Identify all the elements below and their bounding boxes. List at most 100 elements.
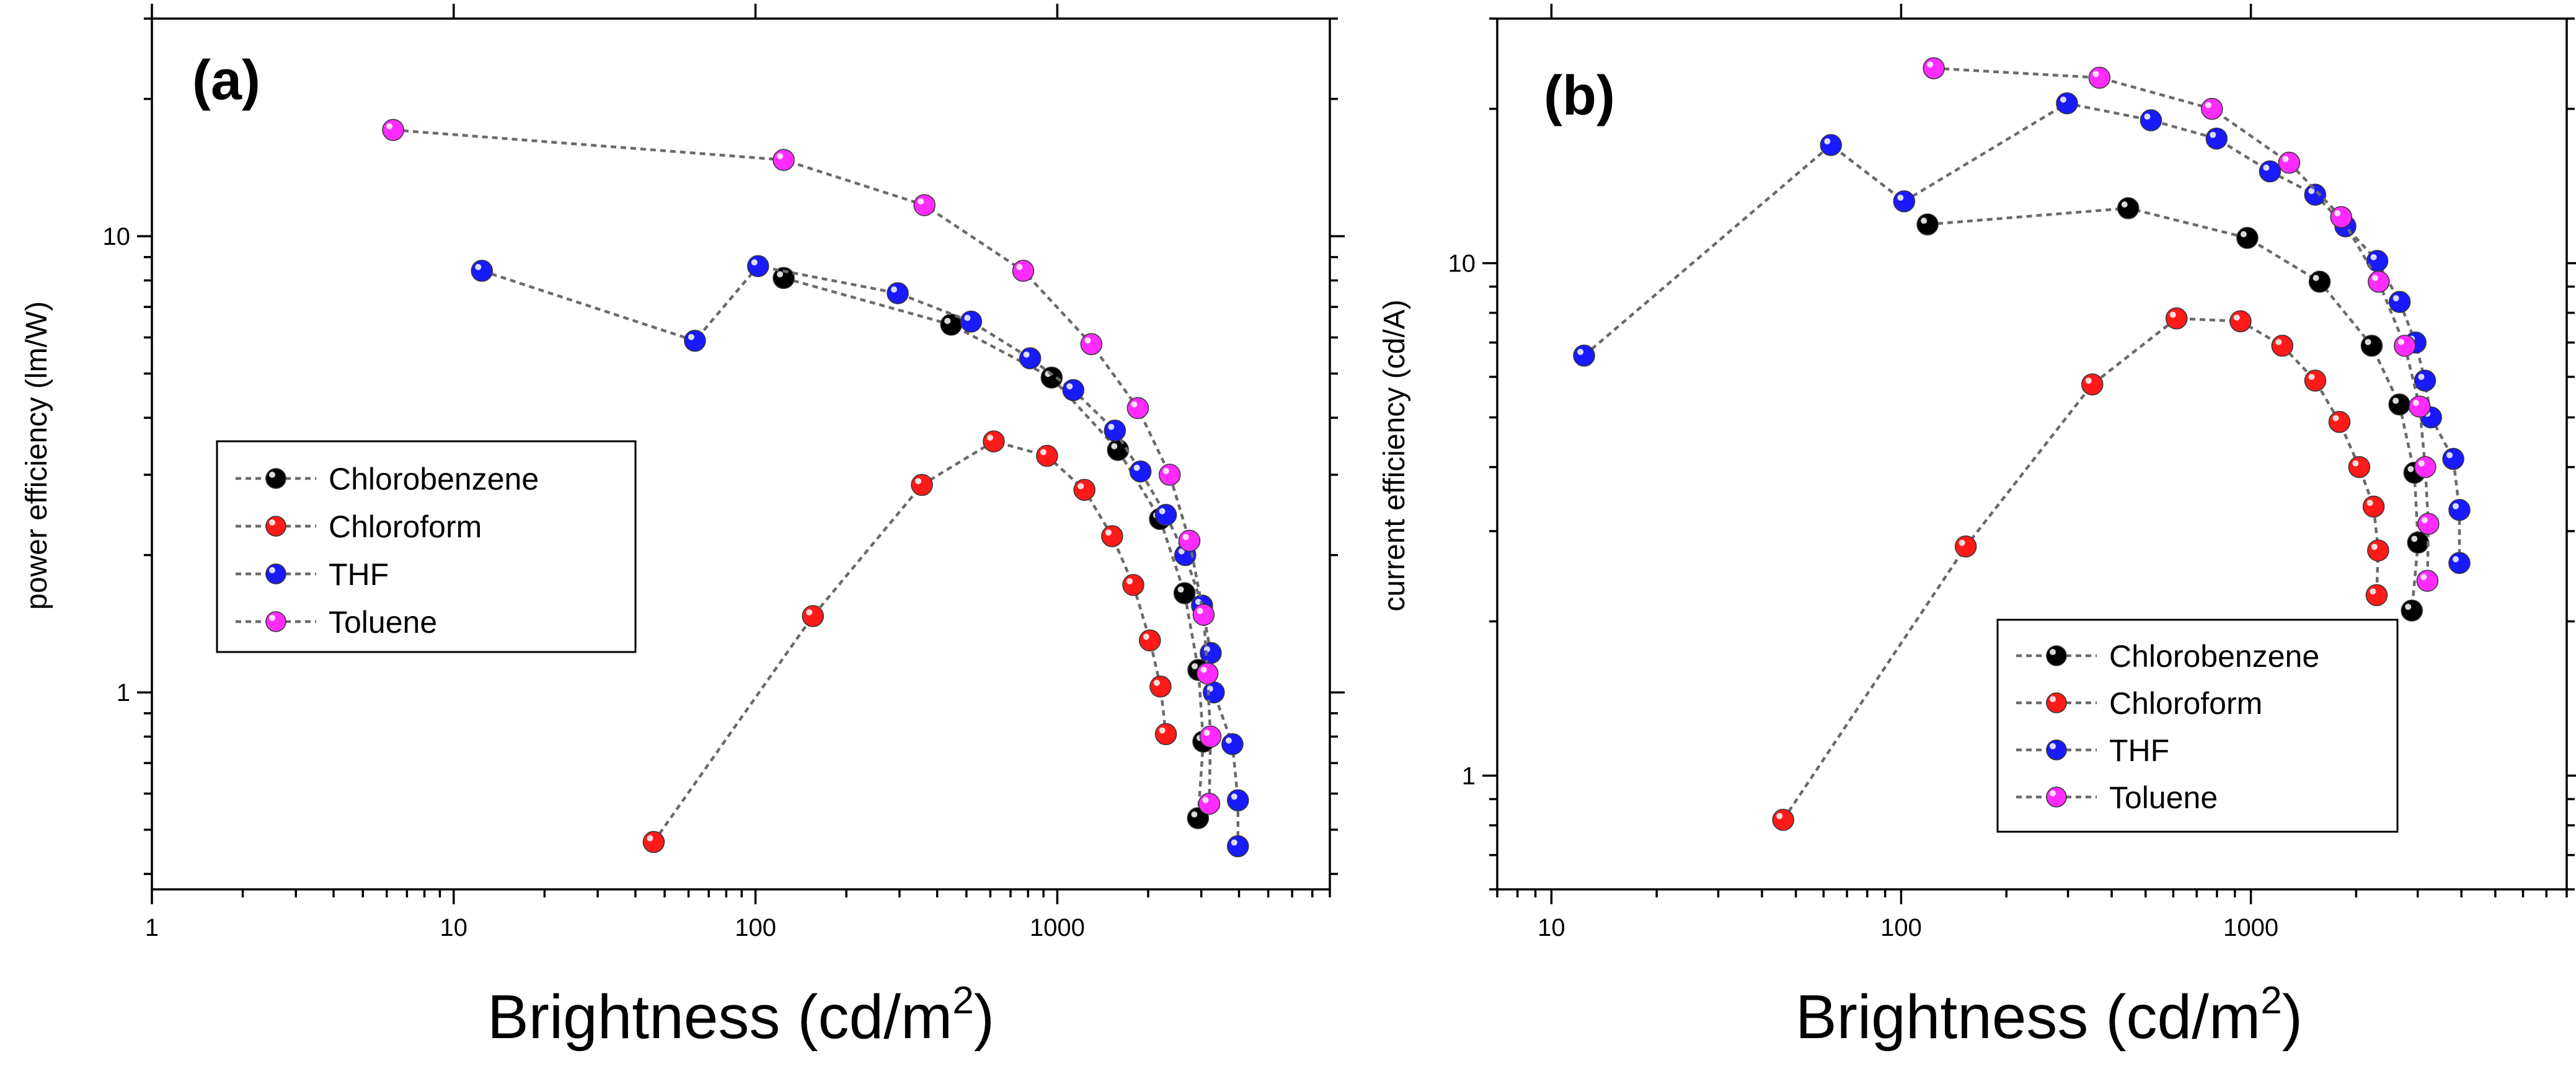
panel-b-thf-point-highlight bbox=[2452, 503, 2459, 509]
panel-b-thf-point-highlight bbox=[2263, 164, 2270, 171]
panel-b-toluene-point bbox=[2330, 206, 2352, 228]
panel-b-legend-chloroform-label: Chloroform bbox=[2109, 686, 2262, 721]
panel-a-legend-box bbox=[216, 440, 637, 653]
panel-a-chloroform-line bbox=[652, 439, 1167, 843]
panel-a-chloroform-point bbox=[642, 830, 665, 853]
panel-b-chloroform-point bbox=[1954, 535, 1977, 558]
panel-a-thf-point-highlight bbox=[964, 314, 971, 321]
panel-b-chlorobenzene-point-highlight bbox=[2313, 275, 2319, 281]
panel-a-y-tick-label: 10 bbox=[103, 223, 131, 250]
panel-b-y-tick-label: 1 bbox=[1462, 763, 1476, 790]
panel-b-toluene-point bbox=[2368, 270, 2390, 293]
panel-b-toluene-point bbox=[2409, 395, 2431, 418]
panel-a-x-tick-label: 1000 bbox=[1030, 914, 1085, 941]
panel-a-toluene-point-highlight bbox=[386, 123, 393, 130]
panel-a-toluene-point bbox=[1192, 604, 1215, 626]
panel-a-thf-point-highlight bbox=[475, 263, 482, 270]
panel-a-toluene-point bbox=[913, 194, 936, 216]
panel-b-thf-point bbox=[2448, 552, 2471, 575]
panel-b-thf-point bbox=[2442, 447, 2464, 470]
panel-b-thf-point-highlight bbox=[2370, 253, 2377, 260]
panel-a-x-tick-label: 1 bbox=[145, 914, 159, 941]
panel-a-chlorobenzene-point-highlight bbox=[777, 271, 784, 278]
panel-a-thf-point bbox=[747, 255, 769, 278]
panel-b-toluene-point-highlight bbox=[2421, 517, 2428, 524]
panel-b-chloroform-point-highlight bbox=[1959, 539, 1965, 546]
panel-b-chloroform-point bbox=[2348, 456, 2371, 478]
panel-b-chloroform-point bbox=[2304, 369, 2327, 392]
panel-b-chloroform-point bbox=[2229, 310, 2252, 333]
panel-a-chlorobenzene-point-highlight bbox=[1111, 443, 1118, 450]
panel-a-chloroform-point bbox=[1154, 723, 1177, 746]
panel-a-chloroform-point bbox=[1073, 478, 1095, 501]
panel-a-chloroform-point bbox=[983, 430, 1005, 452]
panel-b-thf-point bbox=[2304, 183, 2327, 206]
panel-b-toluene-point bbox=[2414, 456, 2437, 478]
panel-a-chlorobenzene-point bbox=[1173, 582, 1196, 604]
panel-a-chloroform-point-highlight bbox=[1159, 727, 1166, 734]
panel-b-chlorobenzene-point-highlight bbox=[2121, 201, 2128, 208]
panel-b-chlorobenzene-point bbox=[2407, 531, 2430, 554]
panel-b-toluene-point bbox=[2201, 97, 2223, 120]
panel-a-toluene-point bbox=[1126, 397, 1149, 420]
panel-a-chloroform-point bbox=[1122, 574, 1144, 596]
panel-b-legend-chloroform-marker bbox=[2046, 692, 2067, 713]
panel-b-chloroform-point-highlight bbox=[2370, 588, 2376, 595]
panel-a-legend-chloroform-marker-highlight bbox=[269, 519, 275, 526]
panel-a-legend-thf-marker bbox=[265, 563, 286, 584]
panel-b-chlorobenzene-point-highlight bbox=[2411, 535, 2418, 542]
panel-b-data-series bbox=[1573, 57, 2471, 831]
panel-b-chlorobenzene-point bbox=[1916, 213, 1939, 236]
panel-b-chlorobenzene-point-highlight bbox=[1921, 218, 1928, 224]
panel-a-toluene-point-highlight bbox=[918, 198, 924, 205]
panel-b-chloroform-point bbox=[2165, 307, 2188, 330]
panel-b-legend-chlorobenzene-marker bbox=[2046, 645, 2067, 666]
panel-b-chloroform-point-highlight bbox=[1776, 813, 1783, 819]
panel-a-toluene-point bbox=[1178, 529, 1201, 552]
panel-a-thf-point bbox=[960, 311, 983, 333]
panel-b-thf-point-highlight bbox=[1577, 348, 1584, 355]
panel-a-chloroform-point-highlight bbox=[1078, 483, 1084, 490]
panel-a-y-tick-label: 1 bbox=[117, 679, 130, 707]
panel-a-thf-point bbox=[1104, 419, 1126, 442]
panel-a-toluene-point bbox=[382, 118, 404, 141]
panel-a-thf-point-highlight bbox=[1195, 599, 1202, 606]
panel-b-toluene-point-highlight bbox=[1927, 61, 1934, 68]
panel-a-thf-point bbox=[1227, 789, 1249, 812]
panel-b-thf-point-highlight bbox=[2418, 374, 2425, 381]
panel-a-chloroform-point-highlight bbox=[1105, 529, 1112, 536]
panel-a-thf-point bbox=[1221, 733, 1244, 755]
panel-a-toluene-point-highlight bbox=[1200, 666, 1207, 673]
panel-b-thf-point bbox=[1573, 345, 1595, 367]
panel-a-thf-point-highlight bbox=[891, 286, 898, 293]
panel-b-chlorobenzene-point bbox=[2388, 393, 2410, 416]
panel-b-thf-point bbox=[2448, 498, 2471, 521]
panel-a-legend-chlorobenzene-label: Chlorobenzene bbox=[329, 462, 539, 496]
panel-b-thf-point-highlight bbox=[2144, 113, 2151, 120]
panel-a-label: (a) bbox=[192, 50, 260, 112]
panel-a-legend: Chlorobenzene Chloroform THF Toluene bbox=[216, 440, 637, 653]
panel-a-chlorobenzene-point-highlight bbox=[1191, 811, 1198, 818]
panel-b-chlorobenzene-point bbox=[2236, 227, 2259, 249]
panel-b-chlorobenzene-point bbox=[2308, 270, 2331, 293]
panel-b-toluene-point-highlight bbox=[2420, 574, 2427, 581]
panel-a-chloroform-point bbox=[1101, 525, 1123, 547]
panel-a-chloroform-point bbox=[911, 474, 933, 496]
panel-b-x-axis-title: Brightness (cd/m2) bbox=[1795, 979, 2303, 1052]
panel-b-thf-point-highlight bbox=[2452, 556, 2459, 563]
panel-b-thf-point-highlight bbox=[2210, 131, 2216, 138]
panel-b-legend-thf-marker bbox=[2046, 739, 2067, 760]
panel-a-x-tick-label: 10 bbox=[440, 914, 468, 941]
panel-a-thf-point-highlight bbox=[688, 333, 694, 340]
panel-a-toluene-point bbox=[1199, 725, 1222, 748]
panel-b-chloroform-point-highlight bbox=[2169, 311, 2176, 318]
panel-a-toluene-point-highlight bbox=[1182, 534, 1189, 540]
panel-b-thf-point bbox=[2414, 369, 2437, 392]
panel-a-thf-point bbox=[471, 260, 494, 282]
panel-a-thf-point bbox=[1227, 835, 1249, 858]
panel-b-thf-point-highlight bbox=[1897, 194, 1904, 201]
panel-b-thf-point bbox=[2205, 127, 2228, 150]
panel-b-chloroform-line bbox=[1782, 317, 2380, 821]
panel-a-toluene-point-highlight bbox=[777, 153, 784, 160]
